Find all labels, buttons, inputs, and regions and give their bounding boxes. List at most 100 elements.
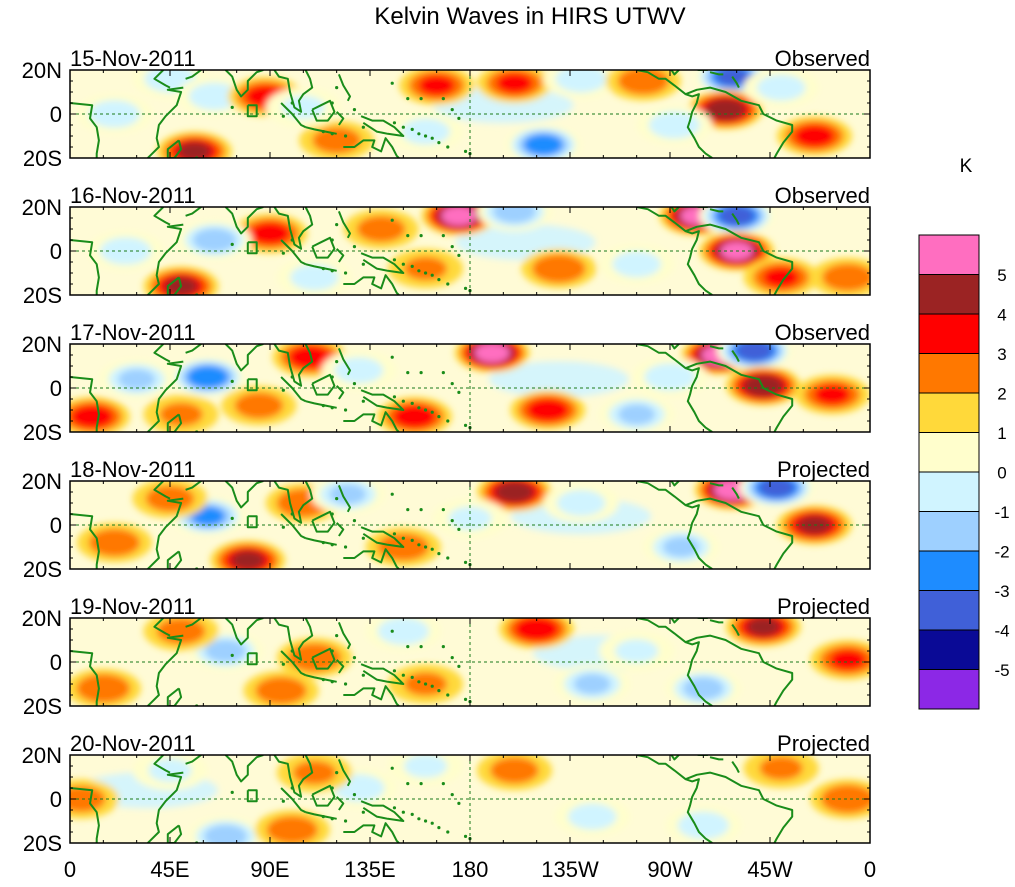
island-11 (450, 656, 454, 660)
anomaly-warm-0-level-5 (474, 344, 510, 363)
y-tick-label: 20S (23, 420, 62, 445)
y-tick-label: 20S (23, 694, 62, 719)
anomaly-cool-11-level-2 (648, 111, 701, 139)
panel-date: 19-Nov-2011 (70, 594, 196, 619)
island-21 (352, 245, 357, 249)
coastline-15 (636, 618, 713, 706)
y-tick-label: 20N (22, 195, 62, 220)
anomaly-contours (76, 481, 853, 569)
island-7 (446, 693, 450, 697)
y-tick-label: 0 (50, 102, 62, 127)
island-18 (343, 682, 348, 686)
coastline-5 (224, 70, 264, 98)
coastline-15 (636, 70, 713, 158)
island-26 (290, 101, 294, 105)
x-tick-label: 180 (452, 857, 489, 882)
coastline-2 (153, 207, 171, 226)
anomaly-warm-3-level-4 (742, 374, 784, 398)
coastline-2 (153, 755, 171, 774)
coastline-15 (636, 755, 713, 843)
island-12 (457, 390, 461, 394)
anomaly-warm-7-level-3 (526, 398, 570, 422)
island-15 (390, 218, 394, 222)
island-2 (410, 675, 414, 680)
coastlines (70, 207, 794, 295)
coastline-1 (147, 360, 184, 432)
panel-status: Observed (775, 46, 870, 71)
island-10 (441, 645, 445, 649)
y-tick-label: 0 (50, 650, 62, 675)
coastline-10 (311, 373, 336, 396)
island-21 (352, 108, 357, 112)
panel-status: Observed (775, 320, 870, 345)
island-12 (457, 116, 461, 120)
coastline-0 (70, 102, 100, 158)
panel-date: 20-Nov-2011 (70, 731, 196, 756)
coastline-6 (246, 652, 258, 666)
island-10 (441, 234, 445, 238)
island-25 (335, 771, 339, 775)
island-16 (321, 815, 325, 819)
island-14 (406, 371, 410, 375)
island-1 (401, 262, 405, 266)
island-14 (406, 782, 410, 786)
coastline-10 (311, 647, 336, 670)
coastline-5 (224, 481, 264, 509)
island-10 (441, 97, 445, 101)
island-23 (230, 516, 234, 521)
panel-date: 17-Nov-2011 (70, 320, 196, 345)
anomaly-warm-9-level-2 (88, 528, 141, 557)
panel-status: Observed (775, 183, 870, 208)
coastline-4 (185, 207, 203, 217)
island-19 (361, 125, 365, 129)
coastline-17 (685, 223, 794, 295)
coastline-2 (153, 481, 171, 500)
anomaly-cool-10-level-3 (492, 207, 537, 224)
coastline-12 (335, 796, 345, 811)
coastline-14 (343, 822, 400, 843)
coastline-11 (337, 485, 351, 513)
island-26 (290, 649, 294, 653)
coastline-0 (70, 650, 100, 706)
anomaly-cool-5-level-4 (190, 506, 225, 526)
anomaly-warm-11-level-3 (813, 384, 851, 405)
island-4 (423, 819, 428, 823)
anomaly-cool-7-level-3 (573, 673, 611, 695)
coastline-16 (670, 755, 680, 761)
coastline-4 (185, 344, 203, 354)
island-1 (401, 810, 405, 814)
anomaly-cool-5-level-2 (377, 618, 429, 645)
anomaly-cool-6-level-3 (682, 677, 724, 700)
colorbar-label: 1 (997, 424, 1006, 443)
anomaly-warm-0-level-3 (418, 75, 456, 96)
colorbar-label: 4 (997, 305, 1006, 324)
coastline-13 (360, 252, 405, 274)
island-7 (446, 830, 450, 834)
island-18 (343, 819, 348, 823)
anomaly-warm-1-level-3 (496, 73, 533, 94)
island-6 (437, 826, 441, 830)
coastline-0 (70, 513, 100, 569)
coastline-11 (337, 74, 351, 102)
colorbar-label: 0 (997, 463, 1006, 482)
anomaly-warm-4-level-4 (230, 550, 265, 569)
coastline-8 (280, 513, 307, 540)
coastline-6 (246, 104, 258, 118)
colorbar-swatch-8 (918, 550, 980, 591)
anomaly-cool-2-level-5 (759, 481, 795, 498)
coastline-12 (335, 248, 345, 263)
coastline-1 (147, 86, 184, 158)
colorbar-swatch-5 (918, 432, 980, 473)
island-6 (437, 552, 441, 556)
colorbar-swatch-0 (918, 234, 980, 275)
island-2 (410, 401, 414, 405)
coastline-7 (273, 207, 314, 250)
island-25 (335, 497, 339, 501)
anomaly-warm-9-level-3 (70, 404, 114, 429)
island-6 (437, 689, 441, 693)
anomaly-warm-5-level-3 (249, 222, 291, 245)
coastline-10 (311, 236, 336, 259)
anomaly-cool-12-level-2 (555, 70, 607, 93)
coastline-13 (360, 389, 405, 411)
island-11 (450, 382, 454, 386)
